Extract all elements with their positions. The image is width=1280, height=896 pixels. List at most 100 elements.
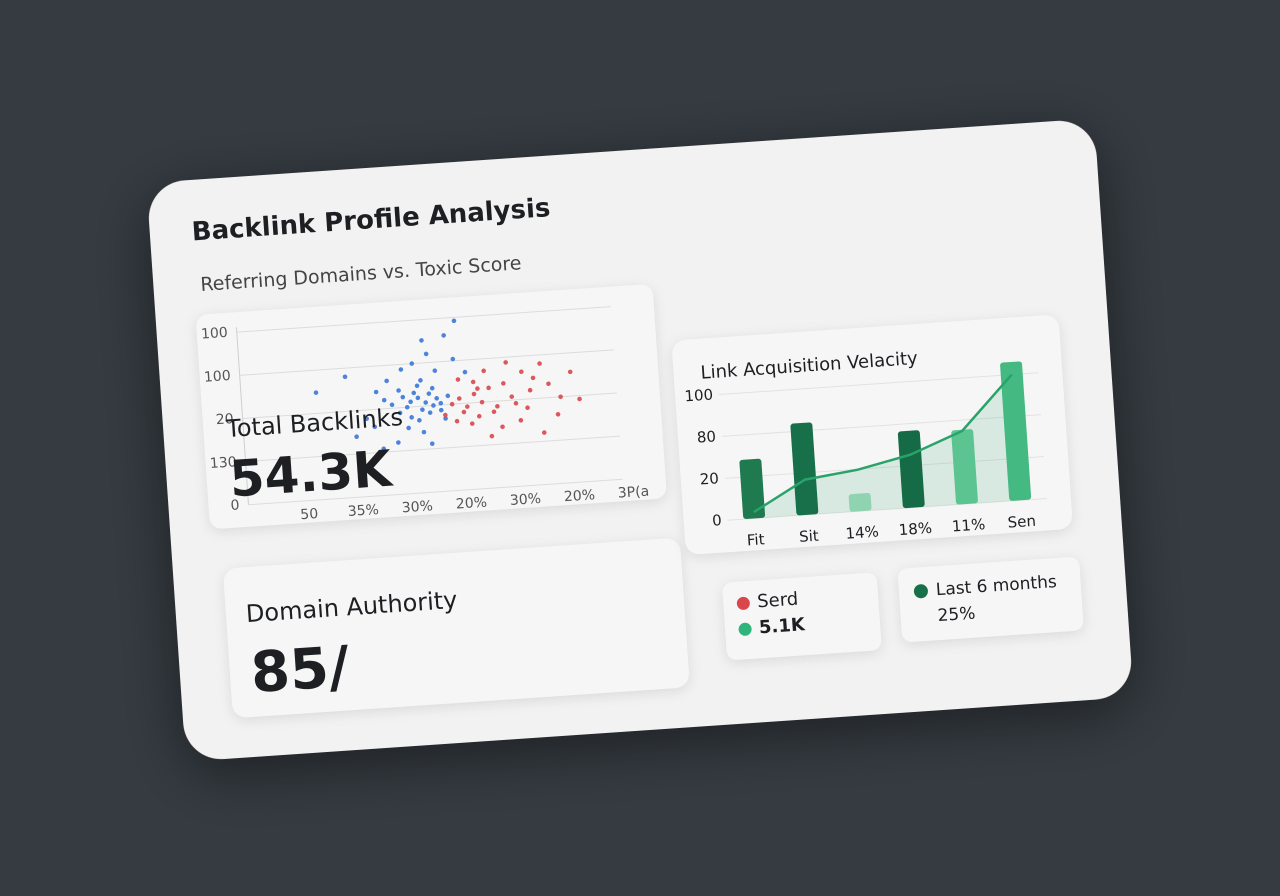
scatter-point <box>469 421 475 426</box>
scatter-point <box>421 429 427 435</box>
grid-line <box>236 306 611 333</box>
scatter-point <box>423 351 429 357</box>
scatter-point <box>476 413 482 419</box>
scatter-point <box>518 418 524 423</box>
grid-line <box>721 414 1042 437</box>
x-tick-label: Fit <box>746 530 765 549</box>
y-tick-label: 100 <box>684 385 714 405</box>
grid-line <box>727 497 1047 521</box>
scatter-point <box>513 401 519 406</box>
scatter-point <box>415 395 421 401</box>
scatter-point <box>577 396 582 402</box>
scatter-point <box>409 415 414 420</box>
x-tick-label: 18% <box>898 519 932 539</box>
scatter-point <box>470 379 476 385</box>
bar <box>739 458 766 519</box>
kpi-value: 54.3K <box>228 439 396 508</box>
scatter-point <box>438 400 444 406</box>
scatter-point <box>558 394 563 400</box>
scatter-point <box>418 378 423 383</box>
x-tick-label: 35% <box>347 502 379 520</box>
bar-chart: 100 80 20 0 Fit Sit 14% 18% 11% Sen <box>684 361 1047 549</box>
scatter-point <box>451 318 457 324</box>
scatter-point <box>456 396 462 401</box>
authority-value: 85/ <box>249 634 352 706</box>
scatter-point <box>417 417 422 423</box>
scatter-point <box>432 368 438 373</box>
x-tick-label: 3P(a <box>617 484 649 502</box>
scatter-point <box>364 416 369 421</box>
scatter-point <box>443 416 448 421</box>
scatter-point <box>567 369 573 375</box>
scatter-point <box>445 393 451 399</box>
scatter-point <box>396 440 401 445</box>
scatter-point <box>481 368 486 374</box>
scatter-point <box>555 412 561 417</box>
scatter-point <box>408 399 413 405</box>
x-tick-label: 20% <box>455 495 487 513</box>
scatter-point <box>489 433 495 439</box>
scatter-point <box>450 356 456 362</box>
grid-line <box>248 478 623 506</box>
period-dot <box>913 584 928 599</box>
period-card <box>898 557 1084 642</box>
scatter-point <box>486 385 491 391</box>
scatter-point <box>537 361 542 366</box>
scatter-point <box>462 369 468 375</box>
scatter-point <box>396 388 401 393</box>
scatter-point <box>419 338 424 343</box>
scatter-point <box>397 410 403 416</box>
scatter-point <box>398 367 404 372</box>
y-tick-label: 80 <box>696 427 716 446</box>
scatter-point <box>423 400 429 405</box>
scatter-point <box>500 424 505 430</box>
y-tick-label: 100 <box>203 368 231 386</box>
legend-label: 5.1K <box>758 614 806 638</box>
bar <box>790 422 819 516</box>
scatter-point <box>503 360 508 365</box>
bar <box>897 430 925 509</box>
bar <box>951 429 978 505</box>
x-tick-label: 30% <box>401 498 433 516</box>
bar <box>848 493 872 512</box>
x-tick-label: 50 <box>300 506 319 523</box>
scatter-point <box>465 404 470 409</box>
trend-line <box>753 373 1013 514</box>
scatter-point <box>530 375 536 381</box>
legend-label: Serd <box>757 589 799 613</box>
scatter-point <box>541 430 547 435</box>
x-tick-label: 11% <box>951 515 985 535</box>
scatter-point <box>411 390 417 396</box>
scatter-point <box>400 394 406 400</box>
legend-dot <box>738 622 752 636</box>
grid-line <box>239 349 614 376</box>
scatter-point <box>404 404 410 410</box>
scatter-point <box>431 403 436 408</box>
scatter-point <box>409 361 415 366</box>
scatter-point <box>475 386 480 391</box>
scatter-point <box>414 383 420 389</box>
line-area <box>753 374 1021 519</box>
scatter-point <box>429 385 435 391</box>
scatter-point <box>441 333 446 338</box>
scatter-point <box>372 424 378 430</box>
scatter-point <box>501 381 506 386</box>
y-tick-label: 130 <box>209 454 237 472</box>
scatter-chart: 100 100 20 130 0 50 35% 30% 20% 30% 20% 3P(a <box>201 306 650 523</box>
x-tick-label: 20% <box>563 487 595 505</box>
scatter-point <box>479 399 485 405</box>
scatter-point <box>546 381 551 387</box>
scatter-point <box>527 387 533 393</box>
scatter-point <box>438 407 444 413</box>
scatter-point <box>427 410 433 415</box>
y-tick-label: 100 <box>201 325 229 343</box>
y-tick-label: 20 <box>215 411 234 428</box>
grid-line <box>245 435 620 463</box>
x-tick-label: 30% <box>509 491 541 509</box>
scatter-point <box>434 396 439 401</box>
legend-card <box>722 572 882 660</box>
y-tick-label: 20 <box>699 469 719 488</box>
scatter-point <box>389 402 395 408</box>
scatter-point <box>384 378 389 384</box>
